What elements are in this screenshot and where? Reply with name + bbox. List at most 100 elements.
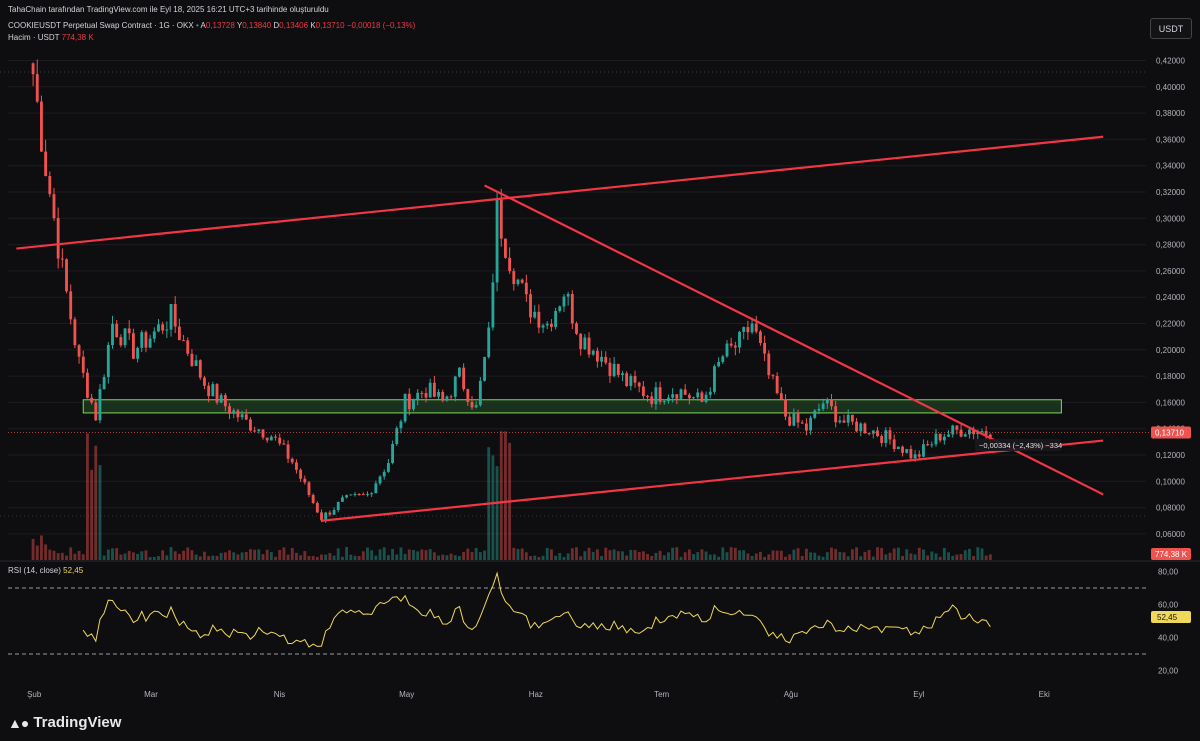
candle-body bbox=[203, 377, 206, 386]
volume-bar bbox=[696, 552, 700, 560]
candle-body bbox=[453, 376, 457, 397]
candle-body bbox=[884, 430, 888, 443]
close-value: 0,13710 bbox=[315, 21, 345, 30]
candle-body bbox=[570, 294, 574, 324]
candle-body bbox=[52, 194, 56, 219]
volume-bar bbox=[888, 552, 892, 560]
time-tick-label: Tem bbox=[654, 690, 669, 699]
volume-bar bbox=[608, 550, 612, 560]
support-zone[interactable] bbox=[82, 399, 1062, 414]
volume-bar bbox=[286, 554, 290, 560]
volume-bar bbox=[269, 552, 273, 560]
candle-body bbox=[424, 393, 428, 398]
candle-body bbox=[249, 419, 252, 431]
symbol-name: COOKIEUSDT Perpetual Swap Contract · 1G … bbox=[8, 21, 194, 30]
volume-bar bbox=[650, 556, 654, 560]
candle-body bbox=[303, 478, 307, 483]
volume-bar bbox=[98, 465, 102, 560]
volume-bar bbox=[403, 553, 407, 560]
volume-bar bbox=[102, 555, 106, 560]
volume-bar bbox=[830, 547, 833, 560]
volume-bar bbox=[600, 556, 604, 560]
volume-bar bbox=[73, 553, 77, 560]
volume-bar bbox=[880, 547, 884, 560]
candle-body bbox=[299, 469, 303, 479]
volume-bar bbox=[700, 549, 704, 560]
rsi-axis[interactable]: 80,00 60,00 40,00 20,00 52,45 bbox=[1151, 568, 1191, 676]
candle-body bbox=[930, 444, 934, 446]
candle-body bbox=[253, 430, 257, 432]
volume-bar bbox=[750, 555, 754, 560]
volume-bar bbox=[529, 556, 532, 560]
candle-body bbox=[148, 338, 152, 348]
candle-body bbox=[370, 493, 374, 495]
candle-body bbox=[357, 494, 361, 496]
volume-bar bbox=[942, 547, 946, 560]
volume-bar bbox=[554, 555, 558, 560]
candle-body bbox=[880, 436, 884, 443]
price-axis[interactable]: 0,42000 0,40000 0,38000 0,36000 0,34000 0,320… bbox=[8, 57, 1191, 561]
volume-bar bbox=[357, 556, 361, 560]
volume-bar bbox=[792, 549, 796, 560]
price-tick-label: 0,40000 bbox=[1156, 83, 1185, 92]
volume-bar bbox=[428, 549, 432, 560]
candle-body bbox=[554, 311, 558, 327]
candle-body bbox=[382, 471, 386, 477]
tradingview-logo[interactable]: ▲● TradingView bbox=[8, 714, 121, 731]
candle-body bbox=[583, 337, 587, 350]
candle-body bbox=[850, 414, 854, 422]
volume-bar bbox=[612, 549, 616, 560]
currency-unit-button[interactable]: USDT bbox=[1150, 18, 1192, 39]
close-label: K bbox=[310, 21, 316, 30]
volume-bar bbox=[759, 551, 762, 560]
volume-legend[interactable]: Hacim · USDT 774,38 K bbox=[8, 33, 94, 42]
volume-bar bbox=[796, 548, 800, 560]
candle-body bbox=[169, 303, 173, 330]
time-tick-label: Ağu bbox=[784, 690, 798, 699]
symbol-legend[interactable]: COOKIEUSDT Perpetual Swap Contract · 1G … bbox=[8, 21, 415, 30]
candle-body bbox=[286, 444, 290, 459]
candle-body bbox=[324, 512, 328, 521]
volume-bar bbox=[834, 548, 838, 560]
candle-body bbox=[842, 420, 846, 423]
volume-bar bbox=[813, 552, 817, 560]
volume-bar bbox=[625, 555, 629, 560]
candle-body bbox=[81, 356, 85, 373]
rsi-legend[interactable]: RSI (14, close) 52,45 bbox=[8, 566, 83, 575]
volume-bar bbox=[896, 547, 900, 560]
candle-body bbox=[704, 394, 708, 402]
volume-bar bbox=[353, 555, 357, 560]
candle-body bbox=[876, 430, 879, 437]
candle-body bbox=[244, 414, 248, 420]
volume-bar bbox=[115, 548, 119, 560]
candle-body bbox=[562, 296, 566, 307]
volume-bars bbox=[31, 431, 992, 560]
volume-bar bbox=[90, 469, 94, 560]
volume-bar bbox=[884, 554, 888, 560]
volume-bar bbox=[717, 556, 721, 560]
candle-body bbox=[94, 402, 98, 421]
candle-body bbox=[867, 433, 871, 435]
candle-body bbox=[412, 399, 415, 410]
volume-bar bbox=[687, 549, 691, 560]
volume-bar bbox=[424, 550, 428, 560]
candle-body bbox=[157, 324, 160, 332]
volume-bar bbox=[106, 549, 110, 560]
candle-body bbox=[733, 345, 737, 348]
volume-bar bbox=[336, 548, 340, 560]
volume-bar bbox=[432, 552, 436, 560]
time-axis[interactable]: Şub Mar Nis May Haz Tem Ağu Eyl Eki bbox=[27, 690, 1050, 699]
volume-bar bbox=[495, 466, 499, 560]
candle-body bbox=[767, 353, 771, 376]
candle-body bbox=[955, 425, 959, 430]
candle-body bbox=[257, 429, 261, 432]
candle-body bbox=[759, 331, 762, 343]
candle-body bbox=[407, 393, 411, 410]
candle-body bbox=[69, 291, 73, 320]
volume-bar bbox=[667, 552, 670, 560]
volume-bar bbox=[274, 556, 277, 560]
candle-body bbox=[265, 437, 269, 441]
candle-body bbox=[675, 394, 679, 399]
volume-bar bbox=[249, 549, 252, 560]
